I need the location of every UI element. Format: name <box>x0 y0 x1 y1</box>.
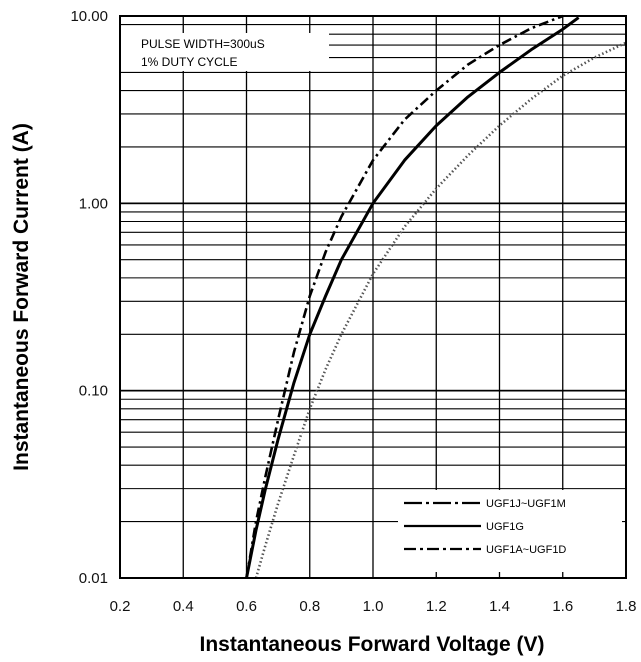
series-line-1 <box>245 16 580 579</box>
legend-label-ugf1g: UGF1G <box>486 521 524 533</box>
data-series <box>245 14 627 579</box>
y-axis-tick-labels: 0.01 0.10 1.00 10.00 <box>70 8 108 587</box>
test-conditions-note: PULSE WIDTH=300uS 1% DUTY CYCLE <box>121 33 329 71</box>
legend: UGF1J~UGF1M UGF1G UGF1A~UGF1D <box>398 490 622 572</box>
x-axis-title: Instantaneous Forward Voltage (V) <box>200 633 545 656</box>
note-pulse-width: PULSE WIDTH=300uS <box>141 37 265 51</box>
legend-label-ugf1j-ugf1m: UGF1J~UGF1M <box>486 498 566 510</box>
x-tick-label-0: 0.2 <box>110 598 131 615</box>
y-tick-label-3: 10.00 <box>70 8 108 25</box>
x-tick-label-2: 0.6 <box>236 598 257 615</box>
x-tick-label-6: 1.4 <box>489 598 510 615</box>
x-tick-label-8: 1.8 <box>616 598 637 615</box>
x-tick-label-1: 0.4 <box>173 598 194 615</box>
x-axis-tick-labels: 0.2 0.4 0.6 0.8 1.0 1.2 1.4 1.6 1.8 <box>110 598 637 615</box>
y-axis-title: Instantaneous Forward Current (A) <box>10 123 33 471</box>
y-tick-label-1: 0.10 <box>79 383 108 400</box>
x-tick-label-3: 0.8 <box>299 598 320 615</box>
note-duty-cycle: 1% DUTY CYCLE <box>141 55 237 69</box>
y-tick-label-2: 1.00 <box>79 195 108 212</box>
legend-label-ugf1a-ugf1d: UGF1A~UGF1D <box>486 544 566 556</box>
series-line-2 <box>245 14 564 579</box>
x-tick-label-7: 1.6 <box>552 598 573 615</box>
y-tick-label-0: 0.01 <box>79 570 108 587</box>
x-tick-label-5: 1.2 <box>426 598 447 615</box>
x-tick-label-4: 1.0 <box>363 598 384 615</box>
plot-frame <box>119 15 627 579</box>
